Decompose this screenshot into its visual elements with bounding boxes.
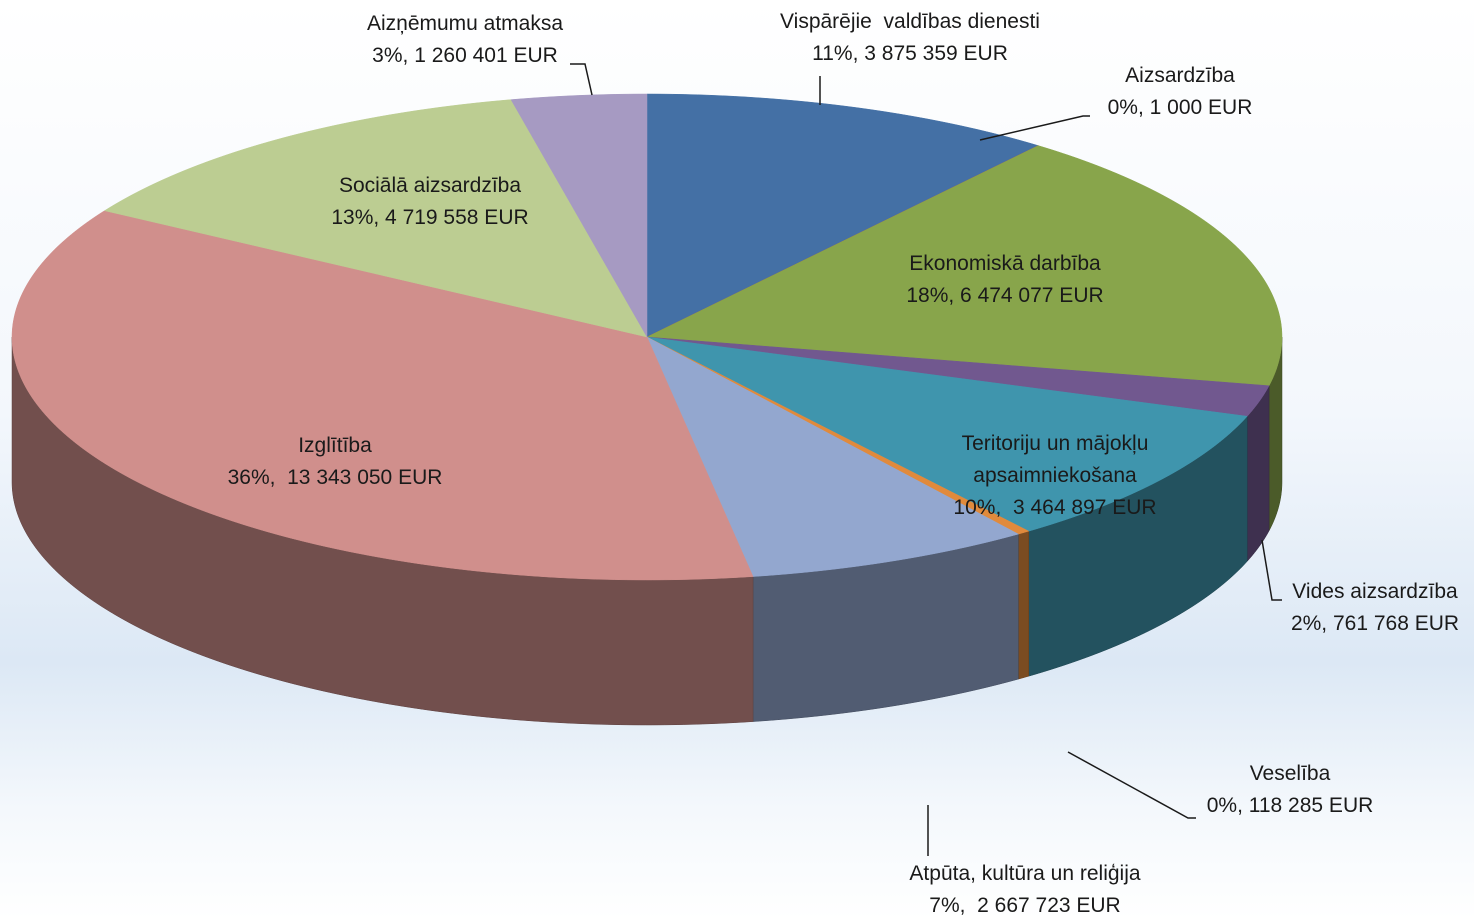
leader-line (570, 63, 593, 96)
data-label: Vides aizsardzība 2%, 761 768 EUR (1291, 576, 1459, 640)
pie-slice (103, 99, 648, 338)
category-label: Veselība (1249, 762, 1331, 785)
value-label: 10%, 3 464 897 EUR (953, 496, 1157, 519)
pie-slice (646, 93, 1039, 338)
category-label: Ekonomiskā darbība (909, 252, 1101, 275)
data-label: Vispārējie valdības dienesti 11%, 3 875 3… (780, 6, 1040, 70)
pie-slice (11, 210, 754, 581)
category-label: Sociālā aizsardzība (338, 174, 522, 197)
data-label: Teritoriju un mājokļu apsaimniekošana 10%… (930, 428, 1180, 524)
category-label: Vispārējie valdības dienesti (780, 10, 1040, 33)
category-label: Izglītība (298, 434, 372, 457)
pie-side (1018, 530, 1030, 680)
leader-line (979, 115, 1090, 141)
pie-slice (646, 336, 1248, 532)
data-label: Veselība 0%, 118 285 EUR (1207, 758, 1374, 822)
data-label: Atpūta, kultūra un reliģija 7%, 2 667 723… (909, 858, 1140, 922)
category-label: Aizņēmumu atmaksa (366, 12, 564, 35)
pie-tops (11, 93, 1283, 581)
pie-slice (646, 145, 1283, 386)
value-label: 0%, 1 000 EUR (1107, 96, 1253, 119)
leader-line (1261, 539, 1282, 601)
category-label: Vides aizsardzība (1292, 580, 1458, 603)
pie-slice (646, 336, 1270, 417)
data-label: Aizsardzība 0%, 1 000 EUR (1108, 60, 1253, 124)
pie-slice (510, 93, 648, 338)
value-label: 13%, 4 719 558 EUR (331, 206, 529, 229)
data-label: Aizņēmumu atmaksa 3%, 1 260 401 EUR (367, 8, 563, 72)
value-label: 0%, 118 285 EUR (1206, 794, 1374, 817)
pie-sides (11, 336, 1283, 726)
pie-slice (646, 336, 1020, 577)
leader-line (1067, 751, 1196, 819)
data-label: Ekonomiskā darbība 18%, 6 474 077 EUR (906, 248, 1103, 312)
data-label: Izglītība 36%, 13 343 050 EUR (228, 430, 443, 494)
value-label: 36%, 13 343 050 EUR (227, 466, 443, 489)
category-label: Atpūta, kultūra un reliģija (909, 862, 1141, 885)
value-label: 7%, 2 667 723 EUR (929, 894, 1121, 917)
value-label: 18%, 6 474 077 EUR (906, 284, 1104, 307)
category-label: Aizsardzība (1125, 64, 1235, 87)
value-label: 3%, 1 260 401 EUR (372, 44, 558, 67)
value-label: 11%, 3 875 359 EUR (812, 42, 1008, 65)
category-label: Teritoriju un mājokļu apsaimniekošana (961, 432, 1149, 487)
value-label: 2%, 761 768 EUR (1290, 612, 1460, 635)
data-label: Sociālā aizsardzība 13%, 4 719 558 EUR (331, 170, 528, 234)
